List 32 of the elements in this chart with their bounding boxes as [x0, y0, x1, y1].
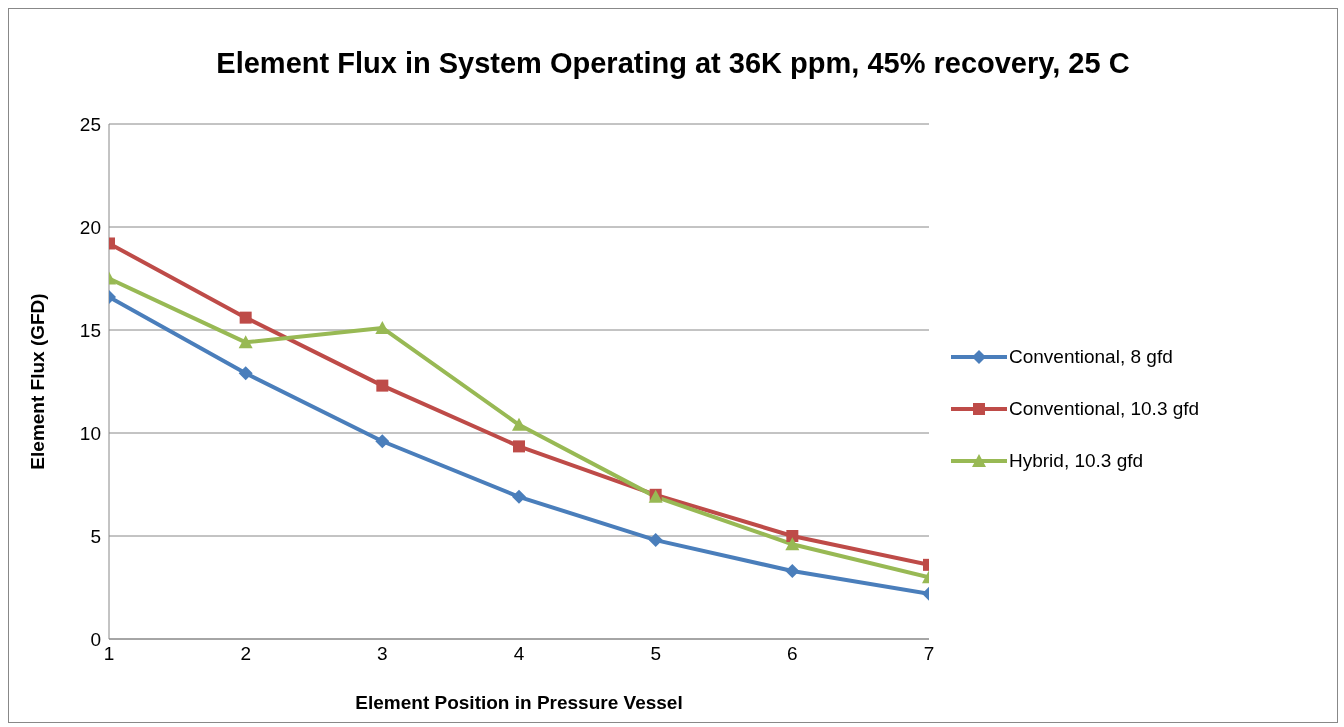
x-tick-label: 7	[923, 643, 935, 665]
x-tick-label: 2	[240, 643, 251, 665]
point	[239, 311, 252, 324]
legend-label: Conventional, 10.3 gfd	[1009, 398, 1200, 420]
point	[785, 537, 800, 551]
point	[375, 320, 390, 334]
y-tick-label: 10	[79, 422, 101, 444]
point	[238, 335, 253, 349]
point	[785, 564, 800, 579]
x-tick-label: 5	[650, 643, 661, 665]
y-tick-label: 20	[79, 216, 101, 238]
x-tick-label: 6	[787, 643, 798, 665]
point	[376, 379, 389, 392]
point	[786, 530, 799, 542]
point	[375, 434, 390, 449]
y-tick-label: 15	[79, 319, 101, 341]
point	[512, 489, 526, 504]
point	[648, 533, 663, 548]
y-axis-title: Element Flux (GFD)	[26, 293, 48, 470]
point	[513, 440, 525, 453]
x-axis-title: Element Position in Pressure Vessel	[355, 692, 683, 713]
point	[512, 417, 526, 431]
point	[238, 366, 253, 381]
y-tick-label: 25	[79, 113, 101, 135]
chart-title: Element Flux in System Operating at 36K ppm, 45% recovery, 25 C	[215, 46, 1131, 81]
x-tick-label: 3	[377, 643, 388, 665]
y-tick-label: 0	[90, 628, 101, 650]
x-tick-label: 4	[513, 643, 525, 665]
y-tick-label: 5	[90, 525, 101, 547]
legend-label: Conventional, 8 gfd	[1009, 346, 1173, 368]
x-tick-label: 1	[103, 643, 115, 665]
legend-label: Hybrid, 10.3 gfd	[1009, 450, 1144, 472]
